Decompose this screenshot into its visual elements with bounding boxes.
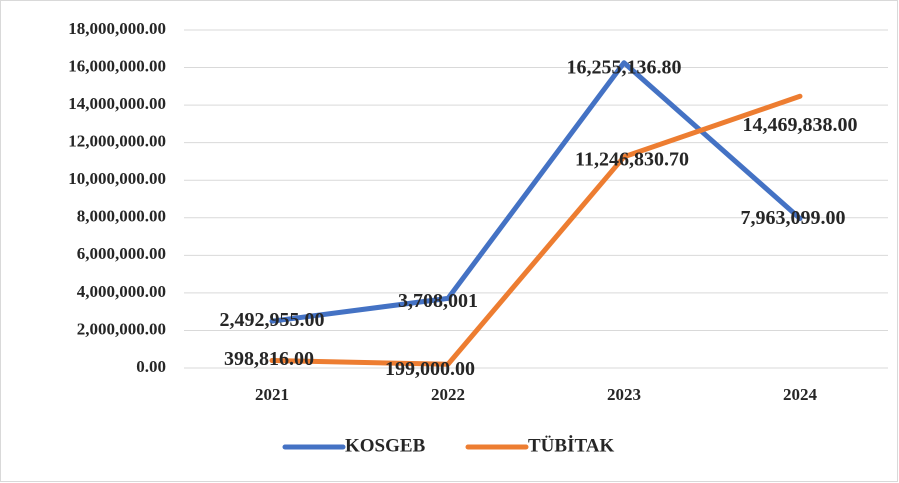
x-tick-label: 2021 bbox=[255, 385, 289, 404]
y-tick-label: 10,000,000.00 bbox=[68, 169, 166, 188]
x-tick-label: 2022 bbox=[431, 385, 465, 404]
x-tick-label: 2024 bbox=[783, 385, 818, 404]
legend-label: KOSGEB bbox=[345, 435, 426, 456]
y-tick-label: 0.00 bbox=[136, 357, 166, 376]
data-label: 3,708,001 bbox=[398, 290, 478, 312]
data-label: 398,816.00 bbox=[224, 348, 314, 370]
series-line bbox=[269, 60, 803, 324]
x-tick-label: 2023 bbox=[607, 385, 641, 404]
data-label: 199,000.00 bbox=[385, 358, 475, 380]
y-tick-label: 12,000,000.00 bbox=[68, 132, 166, 151]
y-tick-label: 16,000,000.00 bbox=[68, 56, 166, 75]
data-label: 16,255,136.80 bbox=[567, 56, 682, 78]
y-tick-label: 6,000,000.00 bbox=[77, 244, 166, 263]
y-tick-label: 18,000,000.00 bbox=[68, 19, 166, 38]
y-tick-label: 4,000,000.00 bbox=[77, 282, 166, 301]
y-tick-label: 14,000,000.00 bbox=[68, 94, 166, 113]
data-label: 14,469,838.00 bbox=[743, 114, 858, 136]
data-label: 7,963,099.00 bbox=[741, 207, 846, 229]
series-line bbox=[269, 93, 803, 367]
data-label: 11,246,830.70 bbox=[575, 148, 689, 170]
legend-label: TÜBİTAK bbox=[528, 435, 614, 456]
data-label: 2,492,955.00 bbox=[220, 309, 325, 331]
y-tick-label: 8,000,000.00 bbox=[77, 207, 166, 226]
y-tick-label: 2,000,000.00 bbox=[77, 319, 166, 338]
